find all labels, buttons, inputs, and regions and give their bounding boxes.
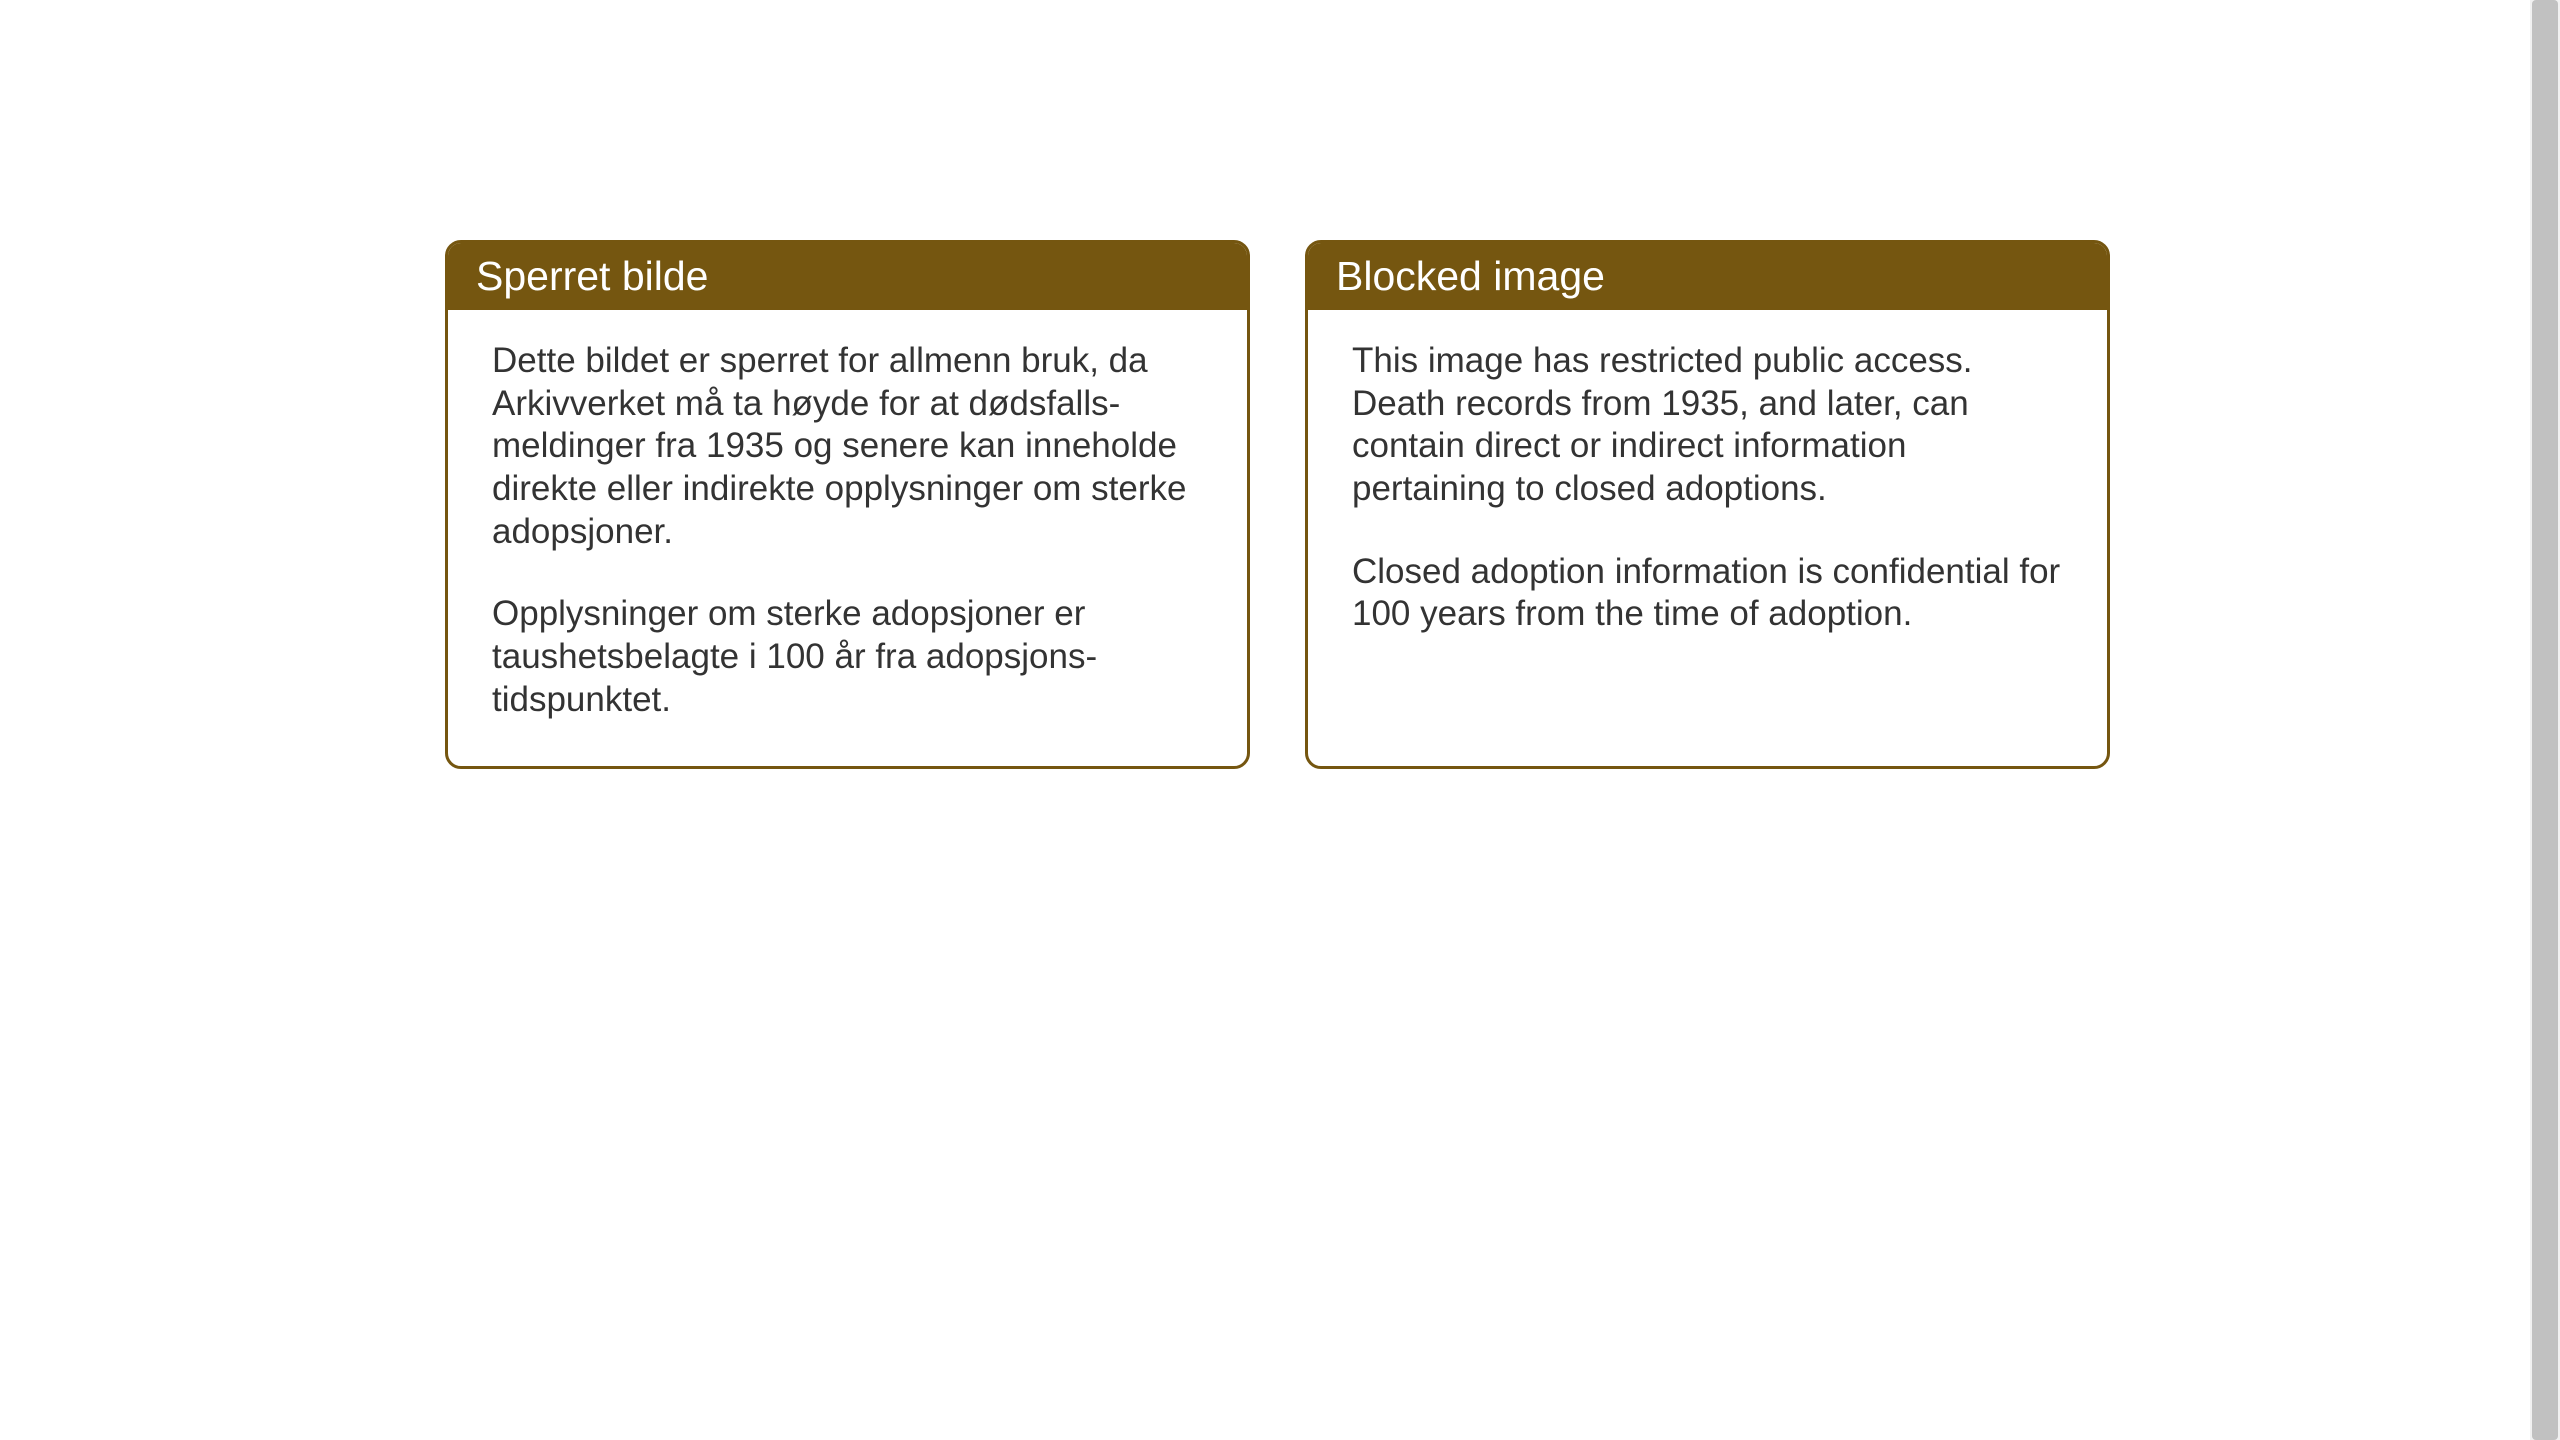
notice-header-english: Blocked image xyxy=(1308,243,2107,310)
notice-body-english: This image has restricted public access.… xyxy=(1308,310,2107,680)
notice-header-norwegian: Sperret bilde xyxy=(448,243,1247,310)
notice-card-english: Blocked image This image has restricted … xyxy=(1305,240,2110,769)
notice-paragraph2-norwegian: Opplysninger om sterke adopsjoner er tau… xyxy=(492,593,1203,721)
scrollbar-thumb[interactable] xyxy=(2532,0,2558,1440)
notice-card-norwegian: Sperret bilde Dette bildet er sperret fo… xyxy=(445,240,1250,769)
notice-container: Sperret bilde Dette bildet er sperret fo… xyxy=(445,240,2110,769)
notice-paragraph1-english: This image has restricted public access.… xyxy=(1352,340,2063,511)
notice-title-norwegian: Sperret bilde xyxy=(476,253,708,299)
vertical-scrollbar[interactable] xyxy=(2530,0,2560,1440)
notice-paragraph2-english: Closed adoption information is confident… xyxy=(1352,551,2063,636)
notice-title-english: Blocked image xyxy=(1336,253,1605,299)
notice-paragraph1-norwegian: Dette bildet er sperret for allmenn bruk… xyxy=(492,340,1203,553)
notice-body-norwegian: Dette bildet er sperret for allmenn bruk… xyxy=(448,310,1247,766)
